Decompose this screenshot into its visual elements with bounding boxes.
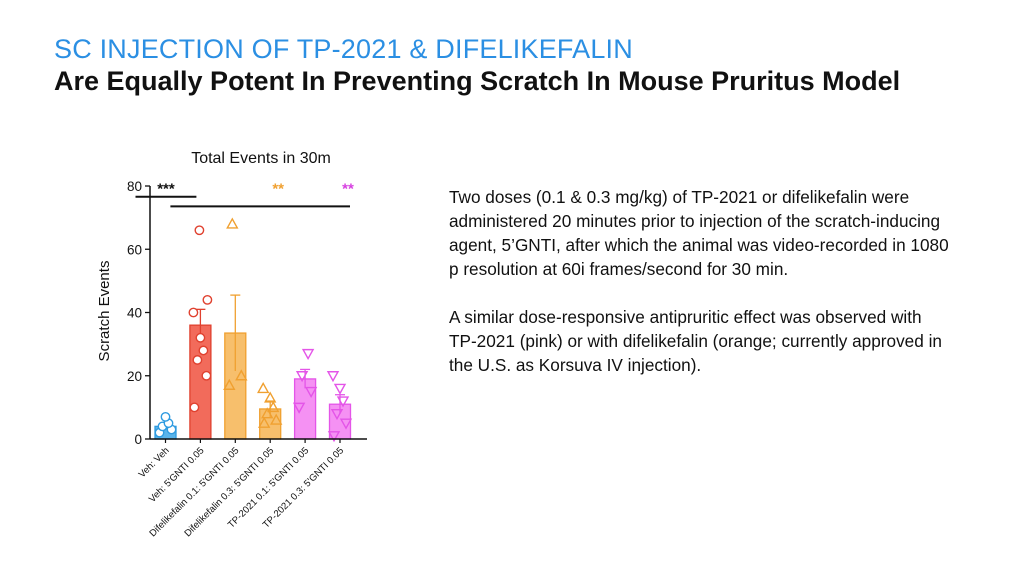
- data-point: [194, 225, 205, 236]
- data-point: [301, 348, 315, 361]
- y-tick-label: 40: [127, 306, 142, 321]
- x-tick-label: Veh: Veh: [137, 445, 172, 480]
- y-tick-label: 20: [127, 369, 142, 384]
- data-point: [235, 369, 248, 381]
- data-point: [270, 413, 283, 425]
- data-point: [160, 411, 171, 422]
- data-point: [192, 355, 203, 365]
- data-point: [267, 400, 280, 413]
- data-point: [326, 371, 340, 383]
- chart-title: Total Events in 30m: [191, 150, 331, 167]
- data-point: [333, 383, 347, 395]
- description: Two doses (0.1 & 0.3 mg/kg) of TP-2021 o…: [449, 185, 949, 401]
- data-point: [264, 391, 277, 403]
- y-tick-label: 60: [127, 242, 142, 257]
- data-point: [304, 386, 318, 399]
- y-tick-label: 0: [134, 432, 142, 447]
- significance-label: **: [272, 181, 284, 198]
- slide-title-line1: SC INJECTION OF TP-2021 & DIFELIKEFALIN: [54, 34, 633, 64]
- description-paragraph-1: Two doses (0.1 & 0.3 mg/kg) of TP-2021 o…: [449, 187, 949, 279]
- data-point: [295, 371, 309, 383]
- data-point: [327, 431, 341, 443]
- data-point: [336, 396, 350, 408]
- data-point: [223, 378, 236, 390]
- data-point: [195, 332, 206, 343]
- description-paragraph-2: A similar dose-responsive antipruritic e…: [449, 307, 942, 375]
- data-point: [189, 402, 200, 413]
- slide-title-line2: Are Equally Potent In Preventing Scratch…: [54, 66, 901, 96]
- y-tick-label: 80: [127, 179, 142, 194]
- data-point: [226, 217, 239, 229]
- significance-label: ***: [157, 181, 175, 198]
- data-point: [339, 418, 353, 430]
- data-point: [202, 294, 213, 305]
- data-point: [258, 416, 271, 428]
- data-point: [188, 307, 199, 318]
- data-point: [257, 381, 270, 394]
- data-point: [201, 370, 212, 381]
- data-point: [292, 402, 306, 414]
- data-point: [198, 345, 209, 356]
- data-point: [261, 407, 274, 419]
- data-point: [330, 409, 344, 421]
- significance-label: **: [342, 181, 354, 198]
- y-axis-label: Scratch Events: [96, 261, 113, 362]
